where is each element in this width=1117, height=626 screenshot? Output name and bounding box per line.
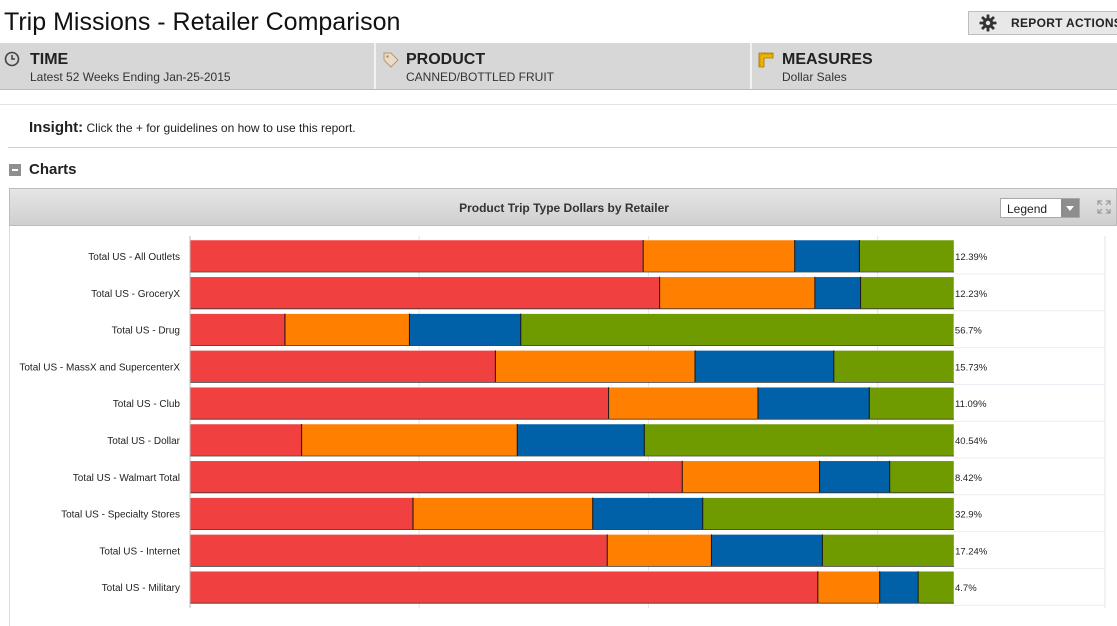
measures-filter-value: Dollar Sales — [782, 70, 847, 84]
bar-segment — [520, 313, 955, 346]
bar-segment — [516, 423, 645, 457]
bar-segment — [608, 386, 759, 420]
insight-text: Click the + for guidelines on how to use… — [86, 121, 356, 135]
report-actions-label: REPORT ACTIONS — [1011, 16, 1117, 30]
tag-icon — [383, 52, 399, 68]
filter-bar: TIME Latest 52 Weeks Ending Jan-25-2015 … — [0, 43, 1117, 90]
report-actions-button[interactable]: REPORT ACTIONS — [968, 11, 1117, 35]
product-filter[interactable]: PRODUCT CANNED/BOTTLED FRUIT — [376, 43, 752, 89]
category-label: Total US - Walmart Total — [73, 473, 180, 484]
ruler-icon — [758, 52, 774, 68]
stacked-bar-chart: Total US - All Outlets59.31%19.84%8.47%1… — [19, 236, 1106, 608]
bar-segment — [860, 276, 955, 310]
bar-segment — [189, 423, 302, 457]
bar-segment — [412, 497, 593, 530]
bar-segment — [702, 497, 955, 530]
bar-segment — [592, 497, 703, 530]
bar-segment — [189, 570, 819, 604]
category-label: Total US - All Outlets — [88, 252, 180, 263]
data-label: 8.42% — [955, 473, 982, 484]
bar-segment — [794, 239, 860, 273]
category-label: Total US - GroceryX — [91, 289, 180, 300]
bar-segment — [819, 460, 890, 494]
chevron-down-icon — [1061, 199, 1079, 217]
bar-segment — [189, 497, 414, 530]
data-label: 4.7% — [955, 583, 977, 594]
gear-icon — [979, 14, 997, 32]
bar-segment — [822, 534, 955, 567]
bar-segment — [495, 350, 696, 383]
insight-bar[interactable]: Insight: Click the + for guidelines on h… — [29, 119, 356, 136]
bar-segment — [189, 386, 609, 420]
category-label: Total US - Specialty Stores — [61, 510, 180, 521]
category-label: Total US - Drug — [112, 326, 180, 337]
insight-label: Insight: — [29, 119, 84, 136]
bar-segment — [889, 460, 955, 494]
divider — [8, 147, 1117, 148]
bar-segment — [814, 276, 861, 310]
chart-area — [9, 226, 1117, 626]
clock-icon — [4, 51, 20, 67]
measures-filter[interactable]: MEASURES Dollar Sales — [752, 43, 1117, 89]
category-label: Total US - Dollar — [107, 436, 180, 447]
category-label: Total US - Internet — [99, 546, 180, 557]
bar-segment — [869, 386, 955, 420]
page-title: Trip Missions - Retailer Comparison — [4, 8, 401, 36]
product-filter-name: PRODUCT — [406, 51, 486, 68]
bar-segment — [606, 534, 712, 567]
category-label: Total US - MassX and SupercenterX — [19, 362, 180, 373]
category-label: Total US - Military — [102, 583, 180, 594]
time-filter-value: Latest 52 Weeks Ending Jan-25-2015 — [30, 70, 231, 84]
bar-segment — [659, 276, 816, 310]
bar-segment — [817, 570, 880, 604]
data-label: 32.9% — [955, 510, 982, 521]
bar-segment — [189, 460, 683, 494]
chart-title: Product Trip Type Dollars by Retailer — [459, 201, 669, 215]
time-filter-name: TIME — [30, 51, 69, 68]
bar-segment — [189, 276, 660, 310]
collapse-icon[interactable] — [9, 164, 21, 176]
data-label: 15.73% — [955, 362, 988, 373]
chart-panel-header: Product Trip Type Dollars by Retailer Le… — [9, 188, 1117, 226]
product-filter-value: CANNED/BOTTLED FRUIT — [406, 70, 555, 84]
bar-segment — [189, 313, 286, 346]
bar-segment — [642, 239, 795, 273]
bar-segment — [859, 239, 955, 273]
bar-segment — [757, 386, 870, 420]
measures-filter-name: MEASURES — [782, 51, 873, 68]
bar-segment — [189, 534, 608, 567]
data-label: 12.23% — [955, 289, 988, 300]
bar-segment — [189, 239, 644, 273]
data-label: 40.54% — [955, 436, 988, 447]
bar-segment — [917, 570, 955, 604]
bar-segment — [644, 423, 955, 457]
expand-icon[interactable] — [1097, 200, 1111, 214]
bar-segment — [284, 313, 410, 346]
bar-segment — [681, 460, 820, 494]
charts-section-label: Charts — [29, 161, 77, 178]
bar-segment — [409, 313, 521, 346]
data-label: 17.24% — [955, 546, 988, 557]
bar-segment — [879, 570, 919, 604]
bar-segment — [301, 423, 518, 457]
bar-segment — [833, 350, 955, 383]
bar-segment — [711, 534, 823, 567]
bar-segment — [189, 350, 496, 383]
legend-dropdown[interactable]: Legend — [1000, 198, 1080, 218]
data-label: 56.7% — [955, 326, 982, 337]
legend-dropdown-value: Legend — [1007, 202, 1048, 216]
time-filter[interactable]: TIME Latest 52 Weeks Ending Jan-25-2015 — [0, 43, 376, 89]
divider — [0, 104, 1117, 105]
data-label: 12.39% — [955, 252, 988, 263]
data-label: 11.09% — [955, 399, 987, 410]
bar-segment — [694, 350, 835, 383]
category-label: Total US - Club — [113, 399, 181, 410]
